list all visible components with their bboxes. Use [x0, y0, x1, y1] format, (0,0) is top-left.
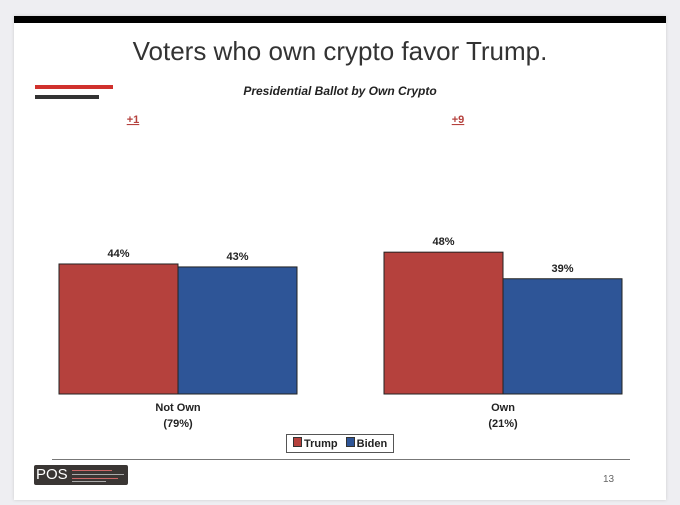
footer-divider [52, 459, 630, 460]
legend-label: Biden [356, 438, 388, 450]
legend-item-trump: Trump [293, 437, 338, 450]
data-label: 44% [107, 248, 129, 260]
bar-trump [383, 251, 504, 395]
margin-label: +1 [127, 114, 140, 126]
bar-trump [58, 263, 179, 395]
decorative-black-line [35, 95, 99, 99]
category-label: Not Own [155, 402, 200, 414]
top-bar [14, 16, 666, 23]
bar-chart: 44% 43% Not Own (79%) +1 48% 39% Own (21%) +9 [58, 114, 623, 430]
page-number: 13 [603, 474, 615, 485]
legend-swatch [293, 437, 302, 447]
legend: Trump Biden [286, 434, 395, 453]
margin-label: +9 [452, 114, 465, 126]
legend-label: Trump [304, 438, 338, 450]
category-label: Own [491, 402, 515, 414]
decorative-red-line [35, 85, 113, 89]
data-label: 43% [226, 251, 248, 263]
pos-logo: POS [34, 465, 128, 485]
chart-title: Presidential Ballot by Own Crypto [243, 84, 437, 98]
data-label: 48% [432, 236, 454, 248]
category-share: (79%) [163, 418, 193, 430]
legend-item-biden: Biden [345, 437, 388, 450]
slide: Voters who own crypto favor Trump. Presi… [14, 16, 666, 500]
legend-swatch [345, 437, 355, 447]
slide-title: Voters who own crypto favor Trump. [132, 36, 548, 66]
bar-biden [177, 266, 298, 395]
data-label: 39% [551, 263, 573, 275]
category-share: (21%) [488, 418, 518, 430]
logo-text: POS [36, 466, 68, 483]
bar-biden [502, 278, 623, 395]
